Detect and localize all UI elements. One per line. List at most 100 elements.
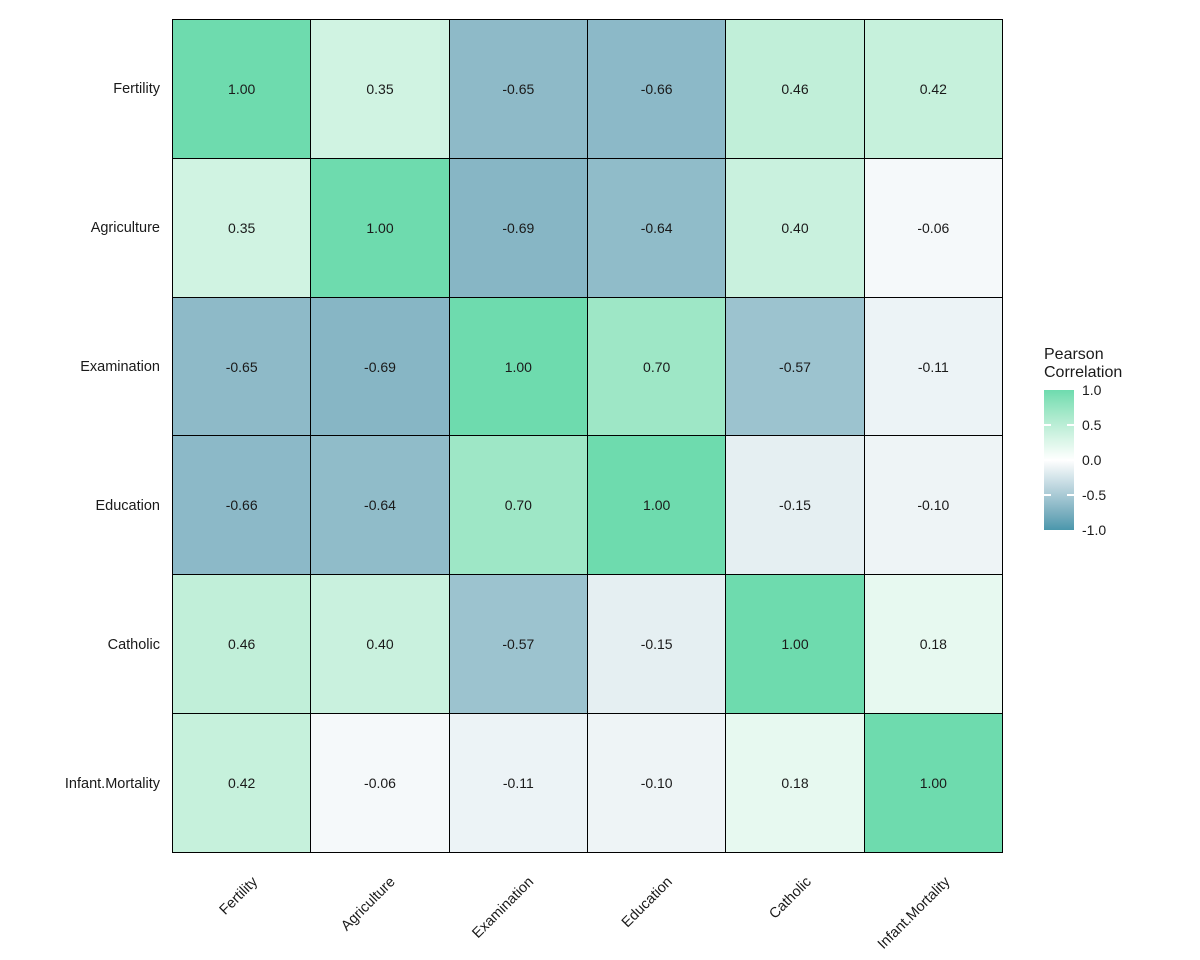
heatmap-cell-Agriculture-Agriculture: 1.00 [311, 158, 449, 297]
heatmap-cell-Catholic-Infant.Mortality: 0.18 [864, 575, 1002, 714]
cell-value: -0.69 [502, 219, 535, 236]
heatmap-cell-Catholic-Agriculture: 0.40 [311, 575, 449, 714]
cell-value: -0.64 [640, 219, 673, 236]
legend-tick-label-0.5: 0.5 [1082, 417, 1102, 433]
cell-value: 1.00 [781, 636, 809, 653]
cell-value: -0.66 [640, 80, 673, 97]
cell-value: 1.00 [228, 80, 256, 97]
cell-value: -0.06 [364, 775, 396, 792]
cell-value: -0.11 [917, 358, 949, 375]
cell-value: -0.65 [225, 358, 258, 375]
heatmap-cell-Catholic-Examination: -0.57 [449, 575, 587, 714]
x-axis-label-Infant.Mortality: Infant.Mortality [874, 874, 954, 953]
cell-value: 0.46 [781, 80, 809, 97]
heatmap-grid: 1.00 0.35 -0.65 -0.66 0.46 0.42 0.35 1.00 -0.69 -… [172, 19, 1003, 853]
legend-tick-mark [1044, 459, 1051, 461]
y-axis-label-Examination: Examination [80, 358, 160, 375]
heatmap-cell-Infant.Mortality-Catholic: 0.18 [726, 714, 864, 852]
cell-value: -0.57 [502, 636, 535, 653]
cell-value: -0.65 [502, 80, 535, 97]
heatmap-cell-Examination-Education: 0.70 [587, 297, 726, 436]
y-axis-label-Agriculture: Agriculture [90, 219, 160, 236]
x-axis-label-Fertility: Fertility [216, 874, 261, 919]
heatmap-cell-Fertility-Infant.Mortality: 0.42 [864, 20, 1002, 158]
heatmap-cell-Infant.Mortality-Examination: -0.11 [449, 714, 587, 852]
legend-tick-label-1.0: 1.0 [1082, 382, 1102, 398]
x-axis-label-Education: Education [619, 874, 677, 931]
legend-tick-label-0.0: 0.0 [1082, 452, 1102, 468]
cell-value: 0.35 [228, 219, 256, 236]
heatmap-cell-Education-Catholic: -0.15 [726, 436, 864, 575]
cell-value: 0.18 [781, 775, 809, 792]
heatmap-cell-Education-Education: 1.00 [587, 436, 726, 575]
x-axis-label-Examination: Examination [469, 874, 538, 942]
heatmap-cell-Fertility-Education: -0.66 [587, 20, 726, 158]
cell-value: -0.10 [640, 775, 673, 792]
heatmap-cell-Examination-Examination: 1.00 [449, 297, 587, 436]
heatmap-cell-Fertility-Catholic: 0.46 [726, 20, 864, 158]
cell-value: -0.15 [640, 636, 673, 653]
heatmap-cell-Examination-Catholic: -0.57 [726, 297, 864, 436]
heatmap-cell-Agriculture-Education: -0.64 [587, 158, 726, 297]
y-axis-label-Education: Education [95, 497, 161, 514]
heatmap-cell-Infant.Mortality-Education: -0.10 [587, 714, 726, 852]
cell-value: -0.11 [502, 775, 534, 792]
cell-value: 1.00 [643, 497, 671, 514]
heatmap-cell-Examination-Agriculture: -0.69 [311, 297, 449, 436]
cell-value: -0.64 [364, 497, 396, 514]
y-axis-label-Infant.Mortality: Infant.Mortality [64, 775, 160, 792]
heatmap-cell-Fertility-Agriculture: 0.35 [311, 20, 449, 158]
heatmap-cell-Catholic-Catholic: 1.00 [726, 575, 864, 714]
heatmap-cell-Agriculture-Examination: -0.69 [449, 158, 587, 297]
cell-value: 0.18 [919, 636, 947, 653]
cell-value: 0.40 [781, 219, 809, 236]
cell-value: -0.57 [779, 358, 811, 375]
cell-value: -0.15 [779, 497, 811, 514]
heatmap-cell-Agriculture-Catholic: 0.40 [726, 158, 864, 297]
cell-value: 0.70 [504, 497, 532, 514]
legend-tick-mark [1044, 424, 1051, 426]
cell-value: 0.70 [643, 358, 671, 375]
cell-value: -0.10 [917, 497, 950, 514]
cell-value: -0.69 [364, 358, 396, 375]
x-axis-label-Agriculture: Agriculture [338, 874, 400, 935]
legend-tick-mark [1067, 459, 1074, 461]
heatmap-cell-Catholic-Education: -0.15 [587, 575, 726, 714]
cell-value: 1.00 [919, 775, 947, 792]
heatmap-cell-Education-Agriculture: -0.64 [311, 436, 449, 575]
legend-tick-label--0.5: -0.5 [1082, 487, 1107, 503]
legend-tick-label--1.0: -1.0 [1082, 522, 1107, 538]
legend-title: Pearson Correlation [1044, 346, 1122, 382]
heatmap-cell-Education-Examination: 0.70 [449, 436, 587, 575]
x-axis-label-Catholic: Catholic [766, 874, 815, 923]
heatmap-cell-Catholic-Fertility: 0.46 [173, 575, 311, 714]
cell-value: -0.66 [225, 497, 258, 514]
heatmap-cell-Examination-Fertility: -0.65 [173, 297, 311, 436]
legend-tick-mark [1044, 494, 1051, 496]
cell-value: 1.00 [504, 358, 532, 375]
heatmap-cell-Fertility-Examination: -0.65 [449, 20, 587, 158]
cell-value: -0.06 [917, 219, 950, 236]
heatmap-cell-Infant.Mortality-Fertility: 0.42 [173, 714, 311, 852]
cell-value: 0.40 [366, 636, 394, 653]
heatmap-cell-Infant.Mortality-Infant.Mortality: 1.00 [864, 714, 1002, 852]
heatmap-cell-Infant.Mortality-Agriculture: -0.06 [311, 714, 449, 852]
cell-value: 1.00 [366, 219, 394, 236]
y-axis-label-Catholic: Catholic [107, 636, 160, 653]
heatmap-cell-Agriculture-Fertility: 0.35 [173, 158, 311, 297]
legend-tick-mark [1067, 424, 1074, 426]
legend-tick-mark [1067, 494, 1074, 496]
cell-value: 0.35 [366, 80, 394, 97]
cell-value: 0.42 [228, 775, 256, 792]
cell-value: 0.46 [228, 636, 256, 653]
heatmap-cell-Education-Infant.Mortality: -0.10 [864, 436, 1002, 575]
legend-title-line2: Correlation [1044, 364, 1123, 381]
heatmap-cell-Education-Fertility: -0.66 [173, 436, 311, 575]
heatmap-cell-Agriculture-Infant.Mortality: -0.06 [864, 158, 1002, 297]
y-axis-label-Fertility: Fertility [113, 80, 160, 97]
heatmap-cell-Examination-Infant.Mortality: -0.11 [864, 297, 1002, 436]
cell-value: 0.42 [919, 80, 947, 97]
legend-title-line1: Pearson [1044, 346, 1104, 363]
heatmap-cell-Fertility-Fertility: 1.00 [173, 20, 311, 158]
